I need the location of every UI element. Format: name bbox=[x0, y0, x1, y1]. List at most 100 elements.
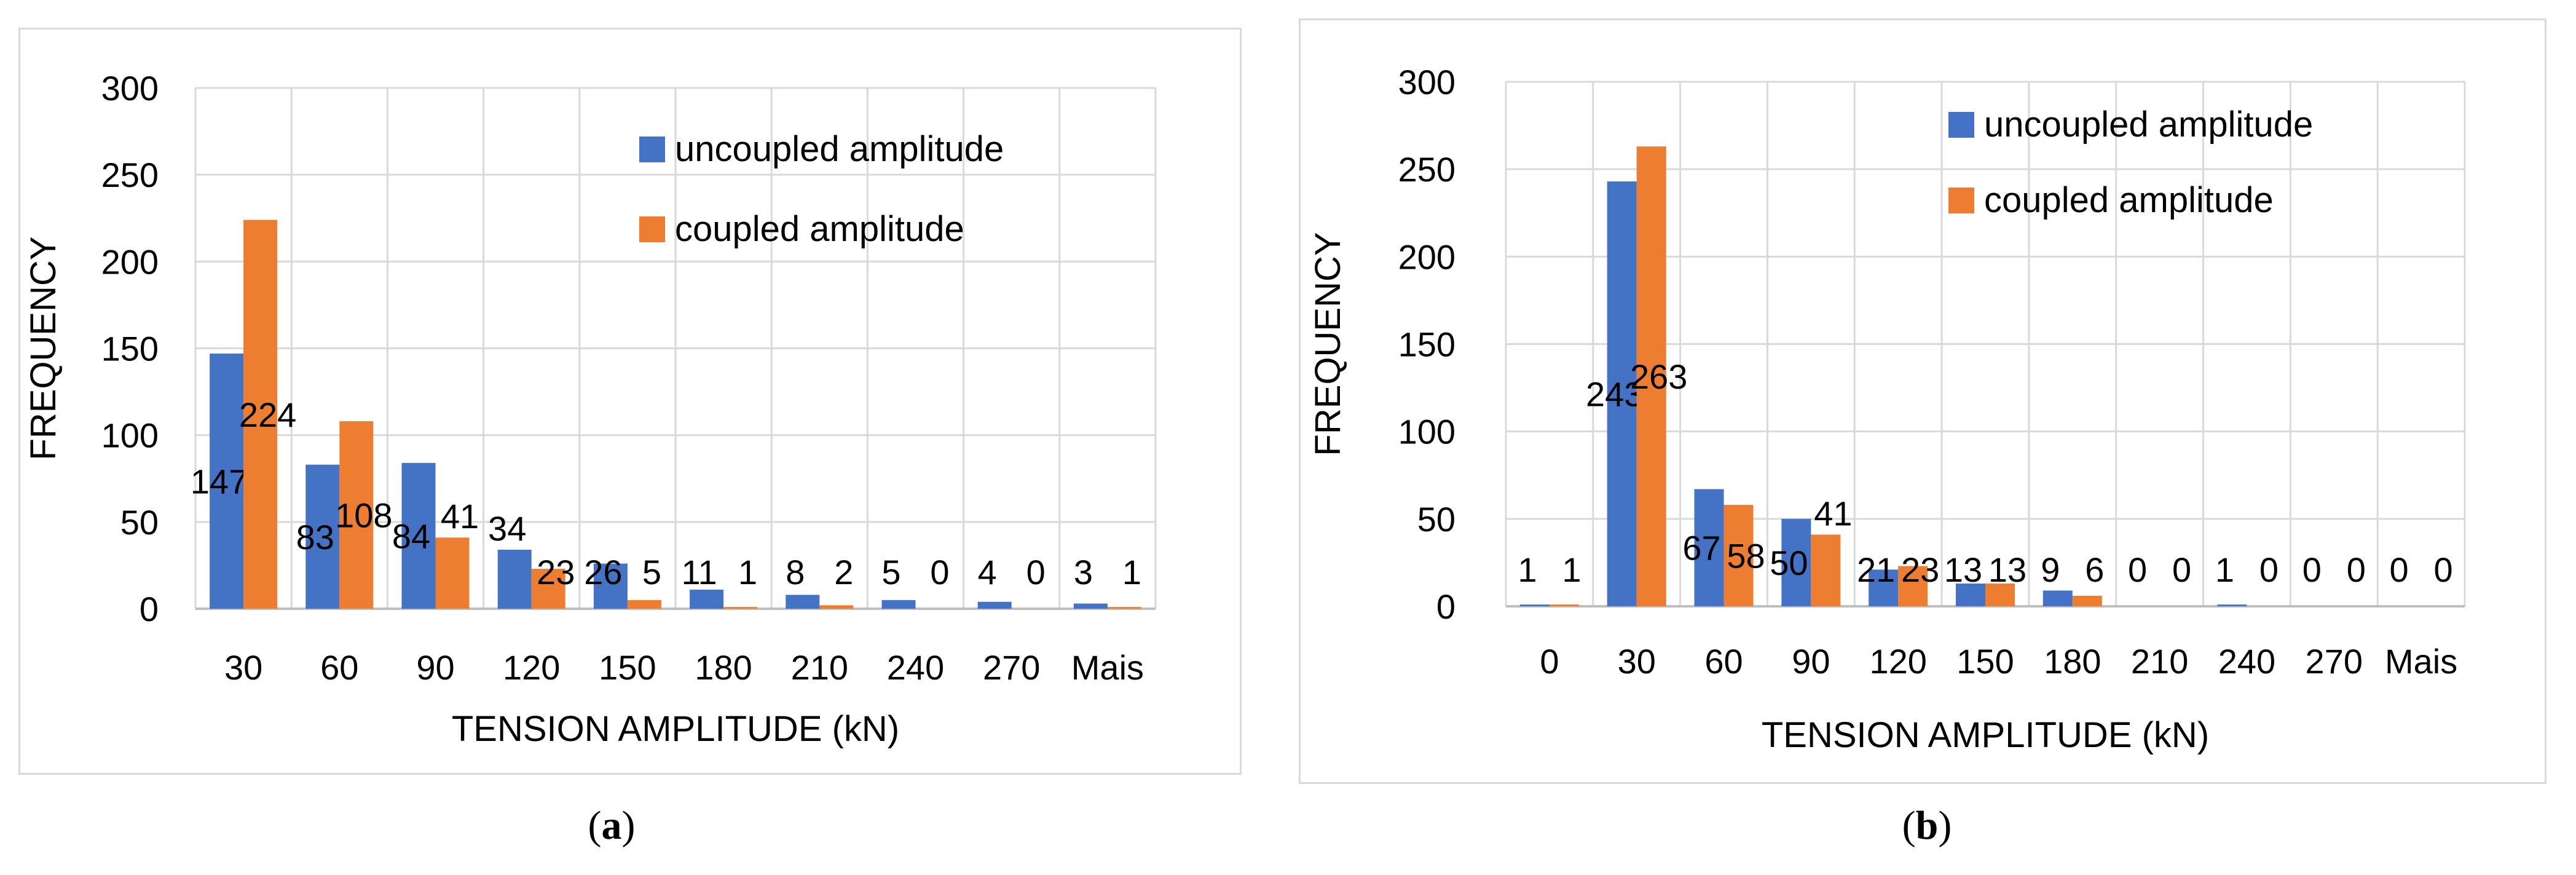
chart-b-data-label-uncoupled: 243 bbox=[1586, 375, 1643, 414]
chart-b-bar-coupled bbox=[1898, 566, 1928, 606]
chart-a-legend-swatch-uncoupled bbox=[639, 137, 665, 162]
chart-b-data-label-uncoupled: 21 bbox=[1857, 550, 1895, 589]
chart-b-legend-swatch-uncoupled bbox=[1948, 112, 1974, 138]
chart-a-ylabel: FREQUENCY bbox=[23, 236, 63, 460]
chart-b-bar-uncoupled bbox=[2042, 590, 2073, 606]
chart-a-bar-coupled bbox=[435, 537, 470, 609]
chart-a-data-label-coupled: 0 bbox=[1026, 553, 1046, 592]
chart-b-xtick-label: 30 bbox=[1618, 642, 1656, 681]
chart-a-ytick-label: 50 bbox=[120, 503, 159, 542]
chart-b-ytick-label: 200 bbox=[1398, 237, 1455, 276]
chart-b-data-label-uncoupled: 0 bbox=[2390, 550, 2409, 589]
chart-a-ytick-label: 150 bbox=[101, 330, 159, 368]
chart-b-data-label-coupled: 58 bbox=[1727, 537, 1765, 576]
chart-b-ytick-label: 50 bbox=[1417, 500, 1455, 539]
chart-b-xtick-label: 270 bbox=[2306, 642, 2363, 681]
caption-a-label: a bbox=[601, 803, 622, 848]
chart-a-data-label-coupled: 224 bbox=[239, 395, 296, 434]
chart-a-xtick-label: 90 bbox=[416, 648, 454, 687]
chart-b-xtick-label: 120 bbox=[1869, 642, 1926, 681]
chart-a-xtick-label: 120 bbox=[503, 648, 560, 687]
chart-b-bar-coupled bbox=[2072, 595, 2102, 606]
chart-a-xlabel: TENSION AMPLITUDE (kN) bbox=[452, 709, 899, 749]
chart-b-bar-coupled bbox=[1985, 584, 2015, 606]
chart-a-xtick-label: Mais bbox=[1071, 648, 1144, 687]
chart-a-ytick-label: 300 bbox=[101, 69, 159, 108]
chart-a-data-label-coupled: 0 bbox=[930, 553, 949, 592]
chart-a-xtick-label: 60 bbox=[320, 648, 358, 687]
chart-a-xtick-label: 30 bbox=[224, 648, 262, 687]
chart-b-data-label-coupled: 1 bbox=[1562, 550, 1581, 589]
chart-b-data-label-uncoupled: 1 bbox=[2215, 550, 2234, 589]
chart-b-bar-uncoupled bbox=[1519, 604, 1550, 606]
chart-a-xtick-label: 240 bbox=[887, 648, 944, 687]
chart-a-data-label-uncoupled: 5 bbox=[881, 553, 900, 592]
chart-b-bar-uncoupled bbox=[2217, 604, 2247, 606]
chart-b-legend-label-uncoupled: uncoupled amplitude bbox=[1984, 105, 2313, 145]
chart-a-bar-coupled bbox=[1107, 607, 1141, 609]
chart-a-legend-label-coupled: coupled amplitude bbox=[675, 209, 964, 249]
caption-b-label: b bbox=[1915, 803, 1939, 848]
chart-b-bar-coupled bbox=[1811, 534, 1841, 606]
chart-a-data-label-uncoupled: 147 bbox=[191, 462, 248, 501]
chart-a-ytick-label: 100 bbox=[101, 416, 159, 455]
chart-b-ytick-label: 0 bbox=[1436, 587, 1455, 626]
chart-b-xtick-label: 90 bbox=[1792, 642, 1830, 681]
chart-a-legend-swatch-coupled bbox=[639, 216, 665, 242]
chart-a-xtick-label: 180 bbox=[695, 648, 752, 687]
chart-b-data-label-uncoupled: 13 bbox=[1944, 550, 1982, 589]
chart-a-bar-uncoupled bbox=[210, 353, 244, 609]
chart-b-bar-coupled bbox=[1723, 505, 1754, 606]
chart-a-ytick-label: 0 bbox=[140, 590, 159, 628]
chart-a-data-label-uncoupled: 84 bbox=[392, 517, 430, 555]
chart-a-bar-uncoupled bbox=[1073, 603, 1108, 609]
chart-a-data-label-uncoupled: 11 bbox=[682, 553, 717, 592]
chart-a-data-label-uncoupled: 4 bbox=[978, 553, 997, 592]
chart-a-bar-uncoupled bbox=[497, 550, 532, 609]
chart-a-bar-uncoupled bbox=[786, 595, 820, 609]
chart-b-data-label-coupled: 23 bbox=[1901, 550, 1939, 589]
chart-b-data-label-uncoupled: 67 bbox=[1682, 529, 1720, 568]
chart-b-data-label-uncoupled: 1 bbox=[1518, 550, 1537, 589]
chart-b-data-label-uncoupled: 9 bbox=[2041, 550, 2060, 589]
chart-b-data-label-uncoupled: 0 bbox=[2128, 550, 2147, 589]
chart-b-ytick-label: 100 bbox=[1398, 413, 1455, 451]
chart-a-xtick-label: 210 bbox=[791, 648, 848, 687]
chart-a-bar-coupled bbox=[243, 220, 278, 609]
chart-b-xlabel: TENSION AMPLITUDE (kN) bbox=[1762, 715, 2209, 755]
chart-a-data-label-uncoupled: 26 bbox=[584, 553, 622, 592]
chart-a-bar-coupled bbox=[339, 421, 374, 609]
chart-a-bar-uncoupled bbox=[881, 600, 916, 609]
caption-a: (a) bbox=[588, 803, 636, 848]
chart-b-data-label-coupled: 263 bbox=[1630, 357, 1687, 396]
chart-b-ytick-label: 150 bbox=[1398, 325, 1455, 364]
chart-b-data-label-uncoupled: 50 bbox=[1770, 544, 1808, 582]
chart-b-bar-uncoupled bbox=[1869, 569, 1899, 606]
chart-b-bar-coupled bbox=[1636, 146, 1666, 606]
caption-b: (b) bbox=[1902, 803, 1952, 848]
chart-a-bar-coupled bbox=[819, 605, 854, 609]
chart-a-xtick-label: 270 bbox=[983, 648, 1040, 687]
chart-b-data-label-coupled: 13 bbox=[1988, 550, 2027, 589]
chart-a-bar-coupled bbox=[531, 569, 565, 609]
chart-a-data-label-coupled: 5 bbox=[642, 553, 661, 592]
chart-b-bar-uncoupled bbox=[1956, 584, 1985, 606]
chart-a-data-label-coupled: 108 bbox=[335, 496, 392, 535]
chart-b-data-label-coupled: 41 bbox=[1814, 494, 1852, 533]
chart-b-bar-uncoupled bbox=[1607, 181, 1637, 606]
chart-a-bar-uncoupled bbox=[593, 563, 628, 609]
chart-b-legend-label-coupled: coupled amplitude bbox=[1984, 180, 2274, 220]
chart-b-ytick-label: 300 bbox=[1398, 63, 1455, 101]
chart-a-bar-coupled bbox=[627, 600, 661, 609]
chart-a-data-label-uncoupled: 34 bbox=[488, 509, 526, 548]
chart-a-data-label-coupled: 41 bbox=[441, 497, 479, 536]
chart-a-data-label-uncoupled: 83 bbox=[296, 518, 334, 556]
chart-a-data-label-coupled: 1 bbox=[1122, 553, 1141, 592]
chart-b-legend-swatch-coupled bbox=[1948, 188, 1974, 213]
chart-b-bar-uncoupled bbox=[1694, 489, 1724, 606]
chart-b-ylabel: FREQUENCY bbox=[1308, 232, 1348, 456]
chart-b-xtick-label: 210 bbox=[2131, 642, 2188, 681]
chart-b-xtick-label: 180 bbox=[2044, 642, 2101, 681]
chart-a-ytick-label: 250 bbox=[101, 156, 159, 194]
